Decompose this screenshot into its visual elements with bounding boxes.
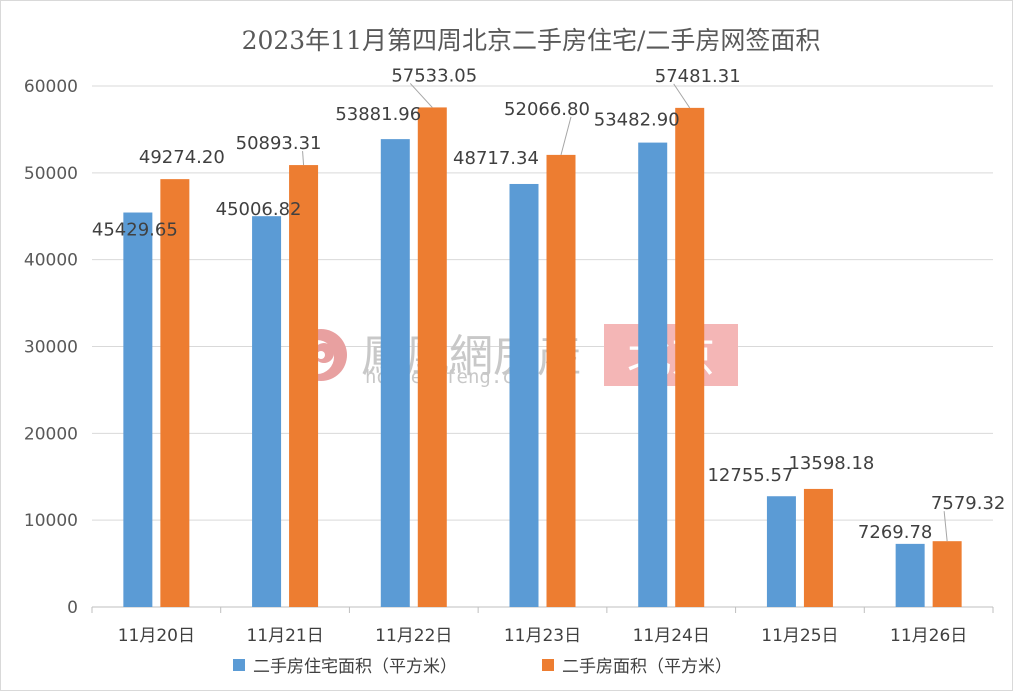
- bar-series-2: [289, 165, 319, 608]
- data-label-series-2: 57481.31: [655, 66, 741, 87]
- label-leader-line: [943, 511, 948, 542]
- data-label-series-2: 50893.31: [236, 133, 322, 154]
- y-tick-label: 50000: [24, 164, 78, 184]
- bar-series-1: [895, 543, 925, 607]
- bar-series-1: [380, 139, 410, 607]
- bar-series-2: [417, 107, 447, 607]
- y-tick-label: 20000: [24, 424, 78, 444]
- x-tick-label: 11月25日: [761, 626, 838, 646]
- data-label-series-1: 45006.82: [216, 199, 302, 220]
- label-leader-line: [302, 151, 305, 166]
- bar-series-2: [546, 154, 576, 607]
- data-label-series-1: 45429.65: [92, 220, 178, 241]
- data-label-series-1: 53881.96: [335, 104, 421, 125]
- bar-series-2: [932, 541, 962, 607]
- x-tick-label: 11月22日: [375, 626, 452, 646]
- label-leaders: [302, 83, 948, 542]
- label-leader-line: [409, 83, 433, 108]
- legend-label-series-1: 二手房住宅面积（平方米）: [253, 657, 457, 677]
- y-tick-label: 40000: [24, 251, 78, 271]
- data-labels: 45429.65 49274.20 45006.82 50893.31 53881.96…: [92, 65, 1005, 542]
- x-tick-label: 11月26日: [890, 626, 967, 646]
- x-tick-label: 11月24日: [633, 626, 710, 646]
- legend-swatch-series-2: [542, 659, 554, 671]
- y-tick-label: 30000: [24, 338, 78, 358]
- watermark-city-badge: [604, 324, 738, 386]
- data-label-series-2: 7579.32: [931, 493, 1005, 514]
- bar-series-2: [675, 107, 705, 607]
- gridlines: [92, 85, 993, 608]
- legend: 二手房住宅面积（平方米） 二手房面积（平方米）: [233, 657, 732, 677]
- y-tick-label: 60000: [24, 77, 78, 97]
- legend-swatch-series-1: [233, 659, 245, 671]
- y-tick-label: 10000: [24, 511, 78, 531]
- y-tick-label: 0: [67, 598, 78, 618]
- bar-series-1: [766, 496, 796, 607]
- data-label-series-2: 57533.05: [391, 65, 477, 86]
- bar-series-1: [638, 142, 668, 607]
- data-label-series-1: 12755.57: [707, 465, 793, 486]
- bars: [123, 107, 962, 608]
- legend-label-series-2: 二手房面积（平方米）: [562, 657, 732, 677]
- x-tick-label: 11月21日: [246, 626, 323, 646]
- bar-series-1: [252, 216, 282, 607]
- x-tick-label: 11月20日: [118, 626, 195, 646]
- x-axis: 11月20日 11月21日 11月22日 11月23日 11月24日 11月25日 11月2…: [91, 607, 994, 646]
- label-leader-line: [673, 83, 691, 109]
- data-label-series-1: 53482.90: [594, 110, 680, 131]
- y-axis: 0 10000 20000 30000 40000 50000 60000: [24, 77, 78, 618]
- bar-series-2: [160, 179, 190, 608]
- label-leader-line: [560, 116, 572, 156]
- x-tick-label: 11月23日: [504, 626, 581, 646]
- bar-series-2: [803, 488, 833, 607]
- chart-title: 2023年11月第四周北京二手房住宅/二手房网签面积: [242, 26, 821, 55]
- data-label-series-2: 52066.80: [504, 99, 590, 120]
- data-label-series-2: 49274.20: [139, 147, 225, 168]
- data-label-series-2: 13598.18: [788, 453, 874, 474]
- bar-series-1: [509, 183, 539, 607]
- data-label-series-1: 48717.34: [453, 148, 539, 169]
- bar-series-1: [123, 212, 153, 607]
- data-label-series-1: 7269.78: [858, 522, 932, 543]
